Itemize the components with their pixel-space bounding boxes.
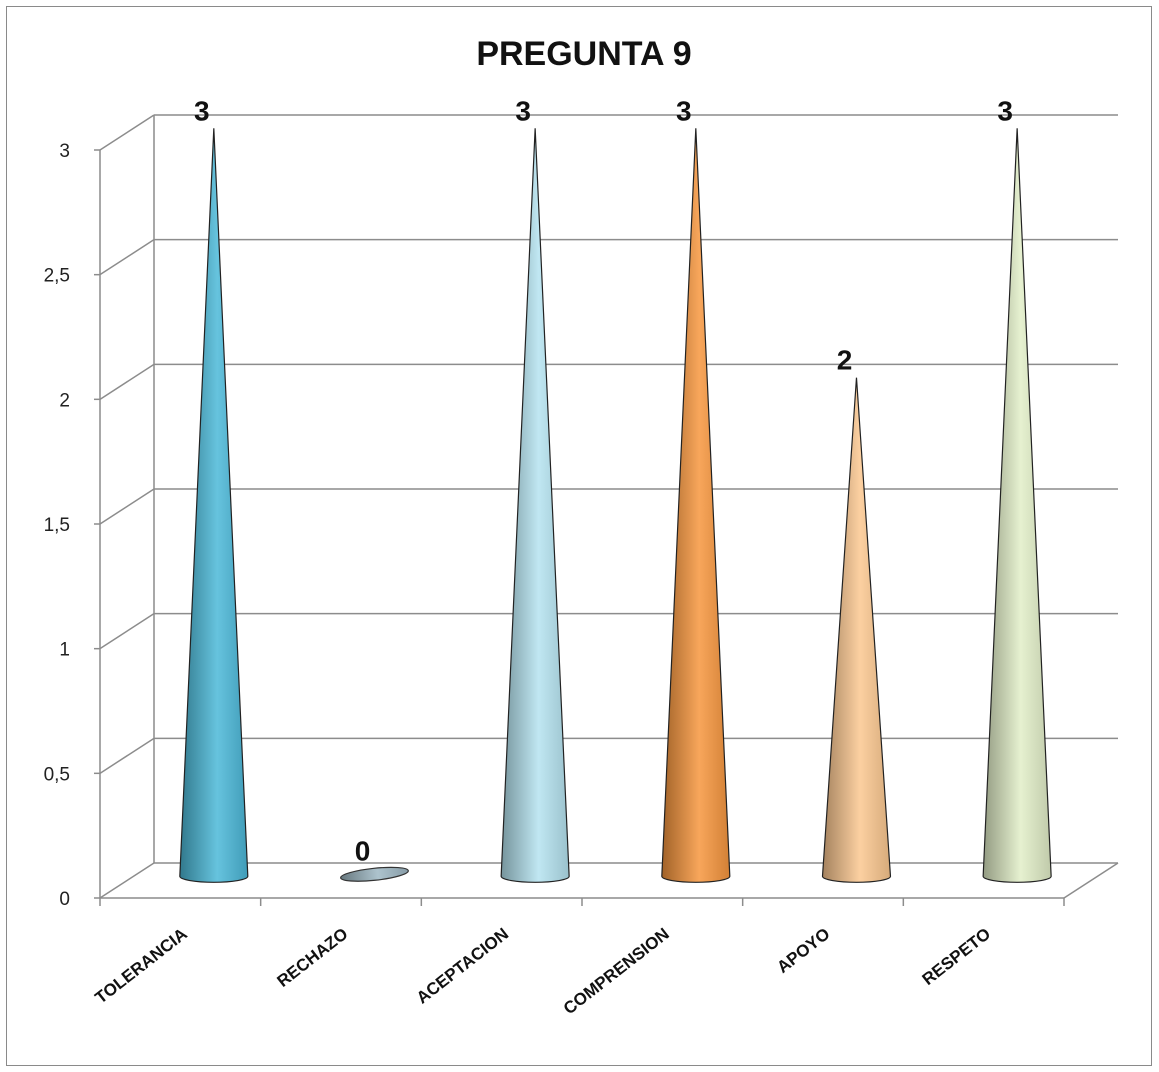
- data-labels: 3 0 3 3 2 3: [194, 95, 1013, 866]
- data-label: 3: [997, 95, 1013, 126]
- x-axis-labels: TOLERANCIA RECHAZO ACEPTACION COMPRENSION AP…: [92, 924, 995, 1018]
- y-tick-label: 0,5: [44, 764, 70, 785]
- chart-title: PREGUNTA 9: [476, 35, 691, 73]
- floor-right-edge: [1063, 862, 1119, 899]
- side-wall-line: [99, 114, 155, 151]
- side-wall-line: [99, 239, 155, 276]
- cone-comprension: [661, 128, 731, 883]
- side-wall-line: [99, 613, 155, 650]
- data-label: 3: [515, 95, 531, 126]
- x-tick-label: APOYO: [773, 924, 833, 977]
- cone-rechazo: [340, 866, 409, 882]
- chart-walls: [99, 115, 1119, 899]
- cone-series: [179, 128, 1052, 883]
- side-wall-line: [99, 862, 155, 899]
- cone-chart: PREGUNTA 9 0 0,5 1 1,5 2 2,5 3 3 0 3 3 2 3 TOLERANC…: [44, 35, 1119, 1018]
- x-tick-label: TOLERANCIA: [92, 924, 191, 1007]
- x-axis: [99, 897, 1065, 906]
- cone-tolerancia: [179, 128, 249, 883]
- y-tick-label: 2: [59, 390, 70, 411]
- cone-apoyo: [821, 377, 892, 883]
- side-wall-line: [99, 363, 155, 400]
- y-tick-label: 1,5: [44, 515, 70, 536]
- y-tick-label: 0: [59, 889, 70, 910]
- side-wall-line: [99, 737, 155, 774]
- cone-aceptacion: [500, 128, 570, 883]
- y-axis-ticks: 0 0,5 1 1,5 2 2,5 3: [44, 141, 100, 910]
- y-tick-label: 2,5: [44, 266, 70, 287]
- x-tick-label: ACEPTACION: [413, 924, 512, 1007]
- side-wall-line: [99, 488, 155, 525]
- x-tick-label: RECHAZO: [274, 924, 352, 991]
- x-tick-label: RESPETO: [919, 924, 994, 989]
- chart-frame: PREGUNTA 9 0 0,5 1 1,5 2 2,5 3 3 0 3 3 2 3 TOLERANC…: [6, 6, 1152, 1066]
- cone-respeto: [982, 128, 1052, 883]
- x-tick-label: COMPRENSION: [560, 924, 673, 1018]
- data-label: 0: [355, 835, 371, 866]
- y-tick-label: 1: [59, 640, 70, 661]
- gridlines: [99, 114, 1118, 899]
- data-label: 3: [676, 95, 692, 126]
- y-tick-label: 3: [59, 141, 70, 162]
- data-label: 3: [194, 95, 210, 126]
- data-label: 2: [837, 345, 853, 376]
